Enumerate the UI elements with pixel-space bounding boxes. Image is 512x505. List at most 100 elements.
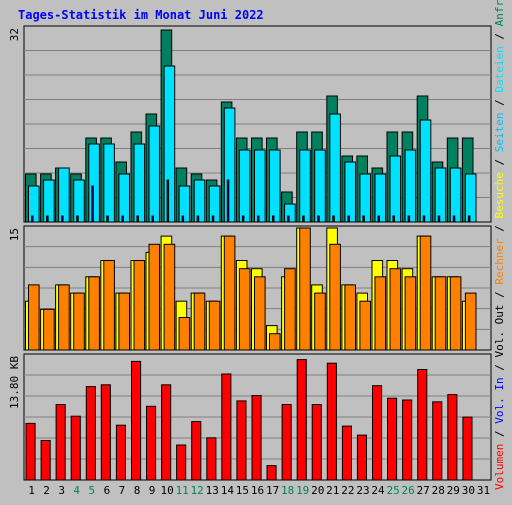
bar-sites (314, 292, 326, 351)
x-tick-label: 4 (73, 484, 80, 497)
bar-sites (238, 268, 251, 351)
bar-pages (181, 215, 185, 223)
bar-pages (392, 215, 395, 223)
x-tick-label: 13 (206, 484, 219, 497)
bar-volume (447, 394, 458, 481)
legend-entry: Dateien (493, 46, 506, 92)
x-tick-label: 27 (417, 484, 430, 497)
bar-volume (251, 395, 262, 481)
bar-volume (191, 421, 202, 481)
bar-pages (467, 215, 471, 223)
bar-sites (88, 276, 100, 351)
bar-sites (208, 300, 221, 351)
legend-separator: / (493, 424, 506, 444)
bar-files (223, 107, 236, 223)
bar-volume (281, 404, 292, 481)
bar-pages (452, 215, 456, 223)
x-tick-label: 10 (160, 484, 173, 497)
bar-sites (284, 268, 296, 351)
bar-pages (61, 215, 64, 223)
x-tick-label: 24 (371, 484, 385, 497)
bar-files (299, 149, 311, 223)
bar-files (163, 65, 176, 223)
bar-volume (236, 400, 247, 481)
bar-volume (176, 444, 187, 481)
bar-volume (206, 437, 217, 481)
bar-files (238, 149, 251, 223)
bar-pages (332, 215, 335, 223)
bar-sites (299, 227, 311, 351)
bar-volume (131, 360, 142, 481)
bar-volume (402, 399, 413, 481)
bar-volume (40, 440, 51, 481)
y-max-label-panel-2: 15 (8, 228, 21, 241)
bar-sites (404, 276, 417, 351)
bar-pages (272, 215, 275, 223)
x-tick-label: 1 (28, 484, 35, 497)
legend-entry: Rechner (493, 238, 506, 285)
legend-entry: Anfragen (493, 0, 506, 26)
x-tick-label: 16 (251, 484, 264, 497)
bar-sites (464, 292, 477, 351)
bar-volume (387, 397, 398, 481)
bar-volume (296, 359, 307, 481)
bar-sites (329, 243, 341, 351)
bar-files (449, 167, 462, 223)
legend-separator: / (493, 152, 506, 172)
bar-files (404, 149, 417, 223)
bar-sites (118, 292, 131, 351)
bar-volume (417, 369, 428, 481)
bar-files (374, 173, 387, 223)
y-max-label-panel-3: 13.80 KB (8, 356, 21, 409)
bar-files (58, 167, 70, 223)
x-tick-label: 30 (462, 484, 475, 497)
x-tick-label: 3 (58, 484, 65, 497)
x-tick-label: 8 (134, 484, 141, 497)
x-tick-label: 5 (88, 484, 95, 497)
bar-sites (269, 333, 281, 351)
bar-files (43, 179, 55, 223)
bar-sites (374, 276, 387, 351)
bar-files (133, 143, 146, 223)
bar-sites (389, 268, 402, 351)
bar-volume (372, 385, 383, 481)
bar-pages (106, 215, 109, 223)
bar-sites (58, 284, 70, 351)
bar-volume (161, 384, 172, 481)
legend-separator: / (493, 93, 506, 113)
x-tick-label: 14 (221, 484, 235, 497)
bar-sites (223, 235, 236, 351)
bar-volume (115, 424, 127, 481)
bar-pages (437, 215, 441, 223)
bar-sites (43, 308, 55, 351)
bar-sites (359, 300, 371, 351)
bar-pages (226, 179, 230, 223)
bar-volume (326, 362, 337, 481)
legend-separator: / (493, 358, 506, 378)
x-tick-label: 9 (149, 484, 156, 497)
bar-sites (73, 292, 85, 351)
bar-volume (221, 373, 232, 481)
legend-entry: Vol. In (493, 377, 506, 423)
bar-files (88, 143, 100, 223)
bar-pages (136, 215, 139, 223)
bar-files (344, 161, 356, 223)
bar-sites (178, 317, 191, 351)
bar-volume (85, 386, 96, 481)
bar-volume (55, 404, 66, 481)
bar-sites (193, 292, 206, 351)
bar-volume (311, 404, 322, 481)
bar-sites (254, 276, 266, 351)
x-tick-label: 17 (266, 484, 279, 497)
bar-pages (151, 215, 154, 223)
bar-files (28, 185, 40, 223)
bar-pages (166, 179, 170, 223)
right-axis-legend: Volumen / Vol. In / Vol. Out / Rechner /… (493, 0, 506, 490)
bar-pages (377, 215, 380, 223)
legend-entry: Seiten (493, 112, 506, 152)
x-tick-label: 29 (447, 484, 460, 497)
bar-files (359, 173, 371, 223)
x-tick-label: 12 (191, 484, 204, 497)
